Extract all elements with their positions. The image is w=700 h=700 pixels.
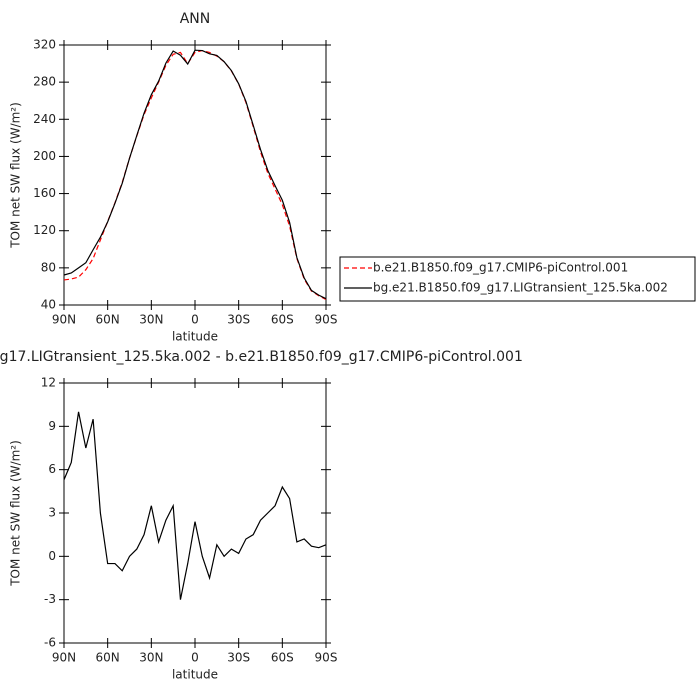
y-tick-label: -3	[44, 592, 56, 606]
x-tick-label: 60S	[271, 313, 294, 327]
legend-label: bg.e21.B1850.f09_g17.LIGtransient_125.5k…	[373, 281, 668, 295]
y-tick-label: -6	[44, 636, 56, 650]
y-tick-label: 12	[41, 376, 56, 390]
y-tick-label: 0	[48, 549, 56, 563]
y-tick-label: 200	[33, 149, 56, 163]
x-tick-label: 60S	[271, 651, 294, 665]
x-tick-label: 30N	[139, 651, 163, 665]
y-axis-label: TOM net SW flux (W/m²)	[9, 102, 23, 249]
x-tick-label: 30N	[139, 313, 163, 327]
chart-title: bg.e21.B1850.f09_g17.LIGtransient_125.5k…	[0, 349, 523, 365]
x-tick-label: 30S	[227, 651, 250, 665]
x-tick-label: 90S	[315, 313, 338, 327]
chart-title: ANN	[180, 11, 211, 27]
y-tick-label: 80	[41, 260, 56, 274]
x-tick-label: 90N	[52, 651, 76, 665]
y-tick-label: 40	[41, 298, 56, 312]
x-tick-label: 0	[191, 313, 199, 327]
plot-frame	[63, 382, 327, 644]
x-tick-label: 90N	[52, 313, 76, 327]
x-tick-label: 60N	[96, 313, 120, 327]
y-tick-label: 9	[48, 419, 56, 433]
data-line	[63, 411, 327, 600]
y-tick-label: 3	[48, 506, 56, 520]
y-tick-label: 320	[33, 38, 56, 52]
plot-frame	[63, 44, 327, 306]
y-tick-label: 240	[33, 112, 56, 126]
legend-box	[339, 256, 696, 302]
y-tick-label: 160	[33, 186, 56, 200]
y-tick-label: 120	[33, 223, 56, 237]
data-line	[63, 49, 327, 300]
x-tick-label: 30S	[227, 313, 250, 327]
x-axis-label: latitude	[172, 330, 218, 344]
x-tick-label: 0	[191, 651, 199, 665]
legend-label: b.e21.B1850.f09_g17.CMIP6-piControl.001	[373, 261, 628, 275]
y-tick-label: 6	[48, 462, 56, 476]
x-axis-label: latitude	[172, 668, 218, 682]
x-tick-label: 60N	[96, 651, 120, 665]
y-tick-label: 280	[33, 75, 56, 89]
x-tick-label: 90S	[315, 651, 338, 665]
data-line	[63, 49, 327, 300]
y-axis-label: TOM net SW flux (W/m²)	[9, 440, 23, 587]
